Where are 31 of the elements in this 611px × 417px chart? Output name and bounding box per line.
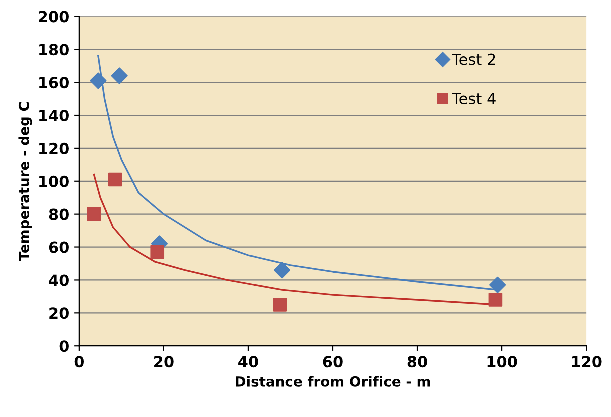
point xyxy=(150,245,165,260)
y-tick-label: 0 xyxy=(60,340,69,352)
y-tick-label: 180 xyxy=(40,44,69,56)
x-tick-label: 60 xyxy=(323,356,343,368)
y-tick-label: 120 xyxy=(40,142,69,154)
point xyxy=(90,72,107,90)
point xyxy=(490,276,506,294)
legend-label: Test 2 xyxy=(452,54,496,66)
y-tick-label: 140 xyxy=(40,110,69,122)
y-tick-label: 60 xyxy=(49,242,69,254)
point xyxy=(273,298,288,312)
y-tick-label: 40 xyxy=(49,274,69,286)
x-tick-label: 0 xyxy=(74,356,84,368)
x-tick-label: 120 xyxy=(572,356,602,368)
y-tick-label: 200 xyxy=(39,11,69,23)
legend-label: Test 4 xyxy=(452,93,496,105)
x-tick-label: 100 xyxy=(488,356,518,368)
y-tick-label: 20 xyxy=(50,308,69,320)
x-tick-label: 40 xyxy=(238,356,258,368)
point xyxy=(488,293,503,307)
y-tick-label: 100 xyxy=(40,176,69,188)
y-tick-label: 80 xyxy=(49,208,69,220)
point xyxy=(111,68,128,84)
x-tick-label: 80 xyxy=(408,356,428,368)
x-axis-title: Distance from Orifice - m xyxy=(236,376,430,387)
y-axis-title: Temperature - deg C xyxy=(18,102,32,262)
x-tick-label: 20 xyxy=(154,356,174,368)
y-tick-label: 160 xyxy=(40,77,69,89)
point xyxy=(274,262,291,279)
point xyxy=(87,207,102,222)
point xyxy=(108,172,122,187)
